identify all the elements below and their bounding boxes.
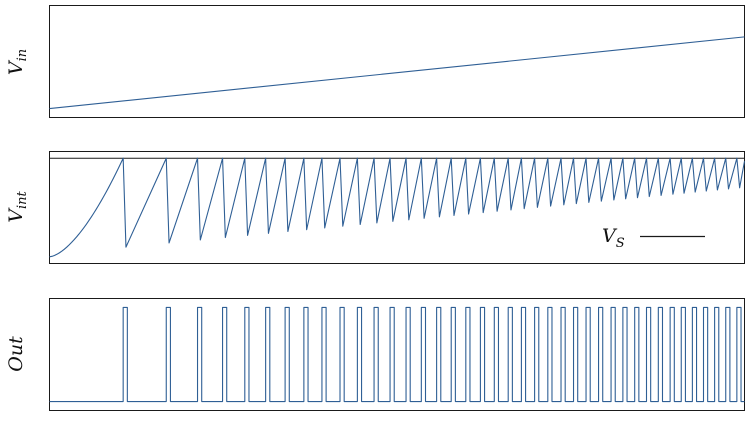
panel-vint-ylabel: Vint <box>5 190 30 222</box>
vs-annotation: VS <box>602 225 625 251</box>
annotation-base: V <box>602 225 618 247</box>
annotation-sub: S <box>616 236 625 251</box>
out-pulse-train <box>49 306 745 403</box>
ylabel-sub: in <box>15 49 30 62</box>
panel-out-frame <box>49 298 745 411</box>
vin-line <box>49 36 745 110</box>
ylabel-sub: int <box>15 190 30 209</box>
ylabel-base: Out <box>5 336 27 372</box>
ylabel-base: V <box>5 207 27 223</box>
panel-vin-ylabel: Vin <box>5 49 30 75</box>
vint-sawtooth <box>49 157 746 258</box>
panel-vint-frame <box>49 151 745 264</box>
panel-vint: Vint VS <box>5 151 746 264</box>
panel-vin: Vin <box>5 5 745 118</box>
panel-vin-frame <box>49 5 745 118</box>
panel-out-ylabel: Out <box>5 336 27 372</box>
panel-out: Out <box>5 298 745 411</box>
ylabel-base: V <box>5 59 27 75</box>
